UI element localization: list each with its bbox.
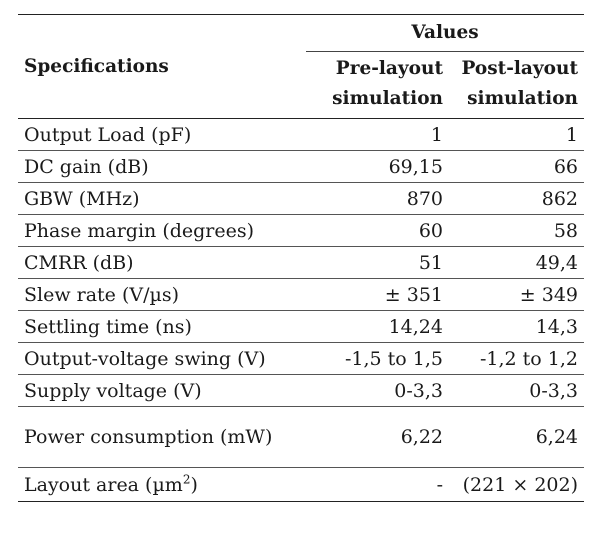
post-layout-value: 0-3,3 xyxy=(449,374,584,407)
post-layout-value: 862 xyxy=(449,182,584,215)
table-row: GBW (MHz) 870 862 xyxy=(18,182,584,215)
spec-label-end: ) xyxy=(190,473,198,496)
spec-label: Power consumption (mW) xyxy=(18,406,306,468)
pre-layout-value: 870 xyxy=(306,182,449,215)
post-layout-value: 1 xyxy=(449,118,584,151)
table-row: Settling time (ns) 14,24 14,3 xyxy=(18,310,584,343)
spec-label: Slew rate (V/µs) xyxy=(18,278,306,311)
pre-layout-value: 1 xyxy=(306,118,449,151)
spec-label: DC gain (dB) xyxy=(18,150,306,183)
post-layout-value: 58 xyxy=(449,214,584,247)
pre-layout-value: 51 xyxy=(306,246,449,279)
spec-label: Output-voltage swing (V) xyxy=(18,342,306,375)
pre-layout-value: 14,24 xyxy=(306,310,449,343)
pre-layout-value: - xyxy=(306,467,449,502)
post-layout-value: 6,24 xyxy=(449,406,584,468)
post-layout-header: Post-layout simulation xyxy=(449,51,584,119)
pre-layout-header: Pre-layout simulation xyxy=(306,51,449,119)
table-row: Supply voltage (V) 0-3,3 0-3,3 xyxy=(18,374,584,407)
table-body: Output Load (pF) 1 1 DC gain (dB) 69,15 … xyxy=(18,118,584,502)
post-layout-value: 66 xyxy=(449,150,584,183)
table-row: Output Load (pF) 1 1 xyxy=(18,118,584,151)
table-row: Output-voltage swing (V) -1,5 to 1,5 -1,… xyxy=(18,342,584,375)
spec-label: Settling time (ns) xyxy=(18,310,306,343)
spec-label: CMRR (dB) xyxy=(18,246,306,279)
table-row: DC gain (dB) 69,15 66 xyxy=(18,150,584,183)
pre-layout-value: 6,22 xyxy=(306,406,449,468)
post-layout-value: 49,4 xyxy=(449,246,584,279)
table-row: Slew rate (V/µs) ± 351 ± 349 xyxy=(18,278,584,311)
pre-layout-value: 0-3,3 xyxy=(306,374,449,407)
post-layout-value: 14,3 xyxy=(449,310,584,343)
spec-label-superscript: 2 xyxy=(182,472,191,487)
table-row: Phase margin (degrees) 60 58 xyxy=(18,214,584,247)
spec-label: Supply voltage (V) xyxy=(18,374,306,407)
specifications-table: Specifications Values Pre-layout simulat… xyxy=(18,14,584,502)
spec-label: GBW (MHz) xyxy=(18,182,306,215)
specifications-table-container: Specifications Values Pre-layout simulat… xyxy=(18,14,584,502)
pre-layout-header-line2: simulation xyxy=(332,88,443,109)
spec-label: Phase margin (degrees) xyxy=(18,214,306,247)
pre-layout-header-line1: Pre-layout xyxy=(335,58,443,79)
pre-layout-value: 69,15 xyxy=(306,150,449,183)
spec-label: Layout area (µm2) xyxy=(18,467,306,502)
specifications-header: Specifications xyxy=(18,14,306,119)
pre-layout-value: 60 xyxy=(306,214,449,247)
pre-layout-value: -1,5 to 1,5 xyxy=(306,342,449,375)
pre-layout-value: ± 351 xyxy=(306,278,449,311)
spec-label-main: Layout area (µm xyxy=(24,473,183,496)
post-layout-value: -1,2 to 1,2 xyxy=(449,342,584,375)
post-layout-value: ± 349 xyxy=(449,278,584,311)
spec-label: Output Load (pF) xyxy=(18,118,306,151)
post-layout-header-line1: Post-layout xyxy=(461,58,579,79)
post-layout-header-line2: simulation xyxy=(467,88,578,109)
values-header: Values xyxy=(306,14,584,52)
table-header: Specifications Values Pre-layout simulat… xyxy=(18,14,584,119)
table-row: Power consumption (mW) 6,22 6,24 xyxy=(18,406,584,468)
post-layout-value: (221 × 202) xyxy=(449,467,584,502)
table-row: Layout area (µm2) - (221 × 202) xyxy=(18,467,584,502)
table-row: CMRR (dB) 51 49,4 xyxy=(18,246,584,279)
